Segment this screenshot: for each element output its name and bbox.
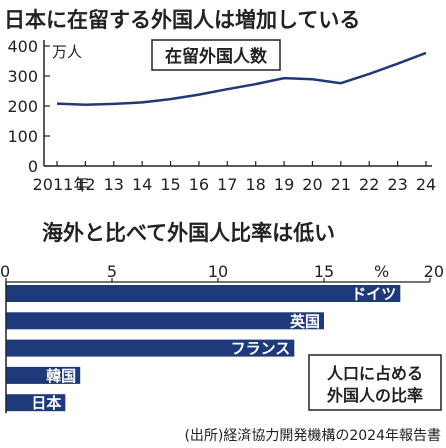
line-x-tick-label: 24: [416, 175, 436, 194]
line-x-tick-label: 18: [246, 175, 266, 194]
bar: [6, 394, 66, 412]
bar: [6, 312, 324, 330]
line-x-tick-label: 22: [359, 175, 379, 194]
bar-x-tick-label: 20: [424, 262, 444, 281]
line-x-tick-label: 17: [217, 175, 237, 194]
line-chart-legend-box: [151, 39, 281, 71]
line-x-tick-label: 14: [132, 175, 152, 194]
bar-chart-legend-line-2: 外国人の比率: [326, 386, 423, 405]
line-y-tick-label: 300: [7, 67, 38, 86]
source-note: (出所)経済協力開発機構の2024年報告書: [184, 428, 441, 444]
bar-label: 英国: [290, 312, 320, 330]
line-x-tick-label: 19: [274, 175, 294, 194]
line-x-tick-label: 20: [302, 175, 322, 194]
line-chart-unit: 万人: [52, 43, 82, 61]
bar-chart-unit: %: [374, 262, 389, 281]
bar-chart-legend-box: [308, 354, 442, 411]
line-x-tick-label: 13: [104, 175, 124, 194]
line-y-tick-label: 200: [7, 97, 38, 116]
line-y-tick-label: 400: [7, 37, 38, 56]
bar: [6, 285, 401, 302]
bar: [6, 366, 81, 384]
line-x-tick-label: 2011年: [33, 175, 90, 194]
bar-chart-title: 海外と比べて外国人比率は低い: [42, 221, 335, 245]
line-y-tick-label: 0: [28, 157, 38, 176]
series-line: [56, 51, 427, 107]
line-x-tick-label: 12: [75, 175, 95, 194]
bar-label: 日本: [31, 394, 61, 412]
line-x-tick-label: 16: [189, 175, 209, 194]
bar-x-tick-label: 0: [0, 262, 10, 281]
bar-label: ドイツ: [351, 285, 396, 303]
line-x-tick-label: 15: [160, 175, 180, 194]
bar: [6, 339, 295, 357]
bar-label: フランス: [231, 340, 291, 358]
line-x-tick-label: 21: [331, 175, 351, 194]
bar-x-tick-label: 10: [208, 262, 228, 281]
line-x-tick-label: 23: [387, 175, 407, 194]
line-chart-title: 日本に在留する外国人は増加している: [4, 8, 360, 32]
bar-x-tick-label: 5: [107, 262, 117, 281]
line-chart-legend-label: 在留外国人数: [165, 46, 268, 67]
bar-x-tick-label: 15: [314, 262, 334, 281]
line-y-tick-label: 100: [7, 127, 38, 146]
bar-label: 韓国: [46, 367, 76, 385]
bar-chart-legend-line-1: 人口に占める: [327, 364, 423, 383]
